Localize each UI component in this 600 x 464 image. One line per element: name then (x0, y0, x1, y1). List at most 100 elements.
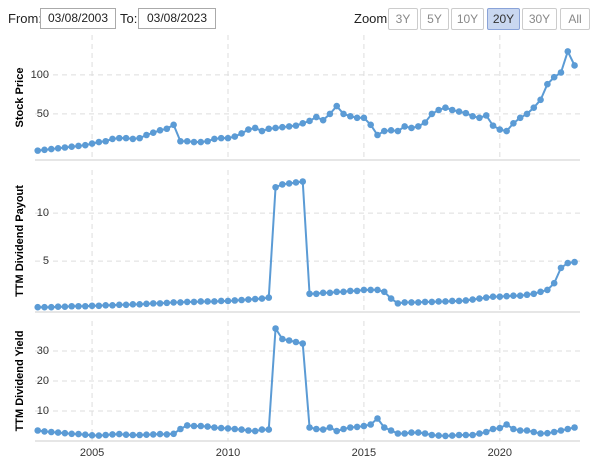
data-point (251, 427, 259, 435)
y-tick-label: 5 (43, 255, 49, 267)
data-point (523, 291, 531, 299)
data-point (245, 427, 252, 434)
data-point (224, 297, 232, 305)
data-point (224, 425, 232, 432)
data-point (550, 73, 558, 81)
data-point (380, 127, 388, 135)
data-point (482, 112, 490, 119)
data-point (129, 135, 137, 143)
data-point (122, 431, 130, 439)
zoom-button[interactable]: 10Y (451, 8, 484, 30)
data-point (81, 302, 89, 310)
data-point (272, 183, 279, 191)
data-point (34, 427, 42, 434)
data-point (516, 114, 524, 122)
data-point (469, 431, 476, 439)
data-point (516, 427, 524, 434)
data-point (476, 114, 483, 122)
data-point (245, 296, 252, 303)
data-point (75, 302, 82, 310)
to-label: To: (120, 11, 138, 26)
data-point (61, 429, 69, 437)
zoom-button[interactable]: 5Y (420, 8, 449, 30)
data-point (231, 425, 239, 433)
data-point (163, 299, 171, 307)
y-tick-label: 20 (37, 375, 49, 387)
data-point (149, 431, 157, 438)
data-point (68, 430, 75, 438)
data-point (265, 294, 273, 301)
data-point (272, 124, 279, 132)
data-point (503, 127, 510, 135)
data-point (48, 145, 55, 153)
data-point (367, 121, 374, 129)
zoom-button[interactable]: 30Y (522, 8, 557, 30)
data-point (217, 134, 225, 142)
data-point (374, 415, 381, 422)
data-point (374, 286, 381, 294)
from-input[interactable]: 03/08/2003 (40, 8, 116, 29)
data-point (537, 288, 544, 296)
data-point (550, 279, 558, 287)
data-point (571, 258, 578, 266)
data-point (183, 298, 191, 306)
to-input[interactable]: 03/08/2023 (138, 8, 216, 29)
data-point (408, 124, 415, 132)
data-point (360, 422, 368, 430)
data-point (149, 129, 157, 136)
data-point (34, 147, 42, 154)
data-point (306, 290, 313, 298)
data-point (48, 428, 55, 436)
y-axis-title: TTM Dividend Payout (14, 185, 26, 297)
data-point (231, 297, 239, 304)
data-point (564, 259, 572, 267)
zoom-label: Zoom: (354, 11, 391, 26)
x-tick-label: 2015 (352, 447, 376, 459)
zoom-button[interactable]: All (560, 8, 590, 30)
data-point (143, 300, 150, 308)
data-point (428, 110, 436, 118)
data-point (347, 112, 354, 120)
data-point (462, 297, 470, 304)
data-point (347, 424, 354, 431)
data-point (143, 431, 150, 439)
data-point (387, 427, 395, 434)
data-point (197, 422, 205, 430)
data-point (414, 299, 422, 306)
data-point (313, 425, 320, 433)
x-tick-label: 2020 (488, 447, 512, 459)
data-point (408, 429, 415, 436)
data-point (448, 432, 456, 439)
data-point (435, 106, 442, 114)
data-point (163, 125, 171, 133)
data-point (292, 179, 300, 186)
data-point (414, 429, 422, 436)
data-point (326, 289, 334, 297)
data-point (319, 289, 327, 297)
data-point (75, 142, 82, 150)
data-point (170, 430, 177, 438)
data-point (435, 298, 442, 305)
data-point (489, 122, 497, 129)
data-point (54, 429, 62, 436)
data-point (503, 292, 510, 300)
zoom-button[interactable]: 3Y (388, 8, 418, 30)
data-point (149, 300, 157, 307)
data-point (571, 62, 578, 69)
y-tick-label: 50 (37, 108, 49, 120)
zoom-button[interactable]: 20Y (487, 8, 520, 30)
data-point (204, 137, 211, 145)
data-point (204, 423, 211, 430)
data-point (564, 425, 572, 433)
data-point (489, 293, 497, 300)
data-point (313, 290, 320, 298)
data-point (68, 302, 75, 310)
data-point (319, 426, 327, 433)
data-point (292, 338, 300, 346)
data-point (408, 299, 415, 306)
data-point (95, 302, 103, 310)
data-point (156, 127, 164, 134)
data-point (122, 134, 130, 142)
x-tick-label: 2010 (216, 447, 240, 459)
